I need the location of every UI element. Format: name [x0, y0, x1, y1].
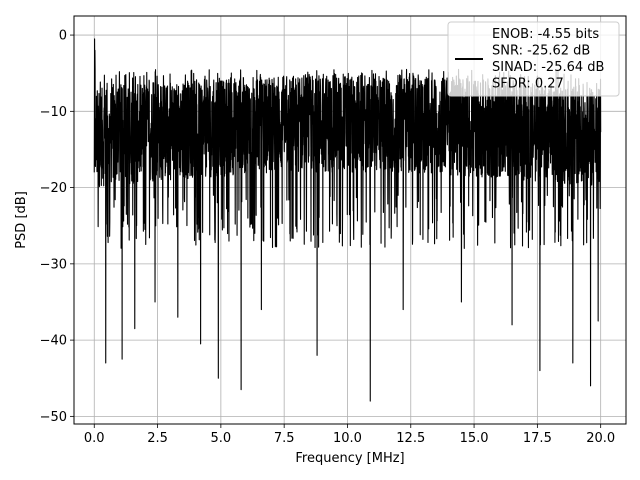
y-tick-label: −10	[40, 105, 67, 120]
y-tick-label: −50	[40, 410, 67, 425]
legend-enob: ENOB: -4.55 bits	[492, 27, 599, 42]
legend: ENOB: -4.55 bits SNR: -25.62 dB SINAD: -…	[447, 21, 620, 97]
x-tick-label: 17.5	[523, 431, 552, 446]
x-axis: 0.0 2.5 5.0 7.5 10.0 12.5 15.0 17.5 20.0	[84, 424, 615, 446]
legend-snr: SNR: -25.62 dB	[492, 44, 590, 59]
x-tick-label: 5.0	[211, 431, 232, 446]
legend-sinad: SINAD: -25.64 dB	[492, 60, 604, 75]
y-axis: 0 −10 −20 −30 −40 −50	[40, 29, 74, 425]
x-axis-label: Frequency [MHz]	[295, 451, 404, 466]
x-tick-label: 10.0	[333, 431, 362, 446]
y-tick-label: 0	[59, 29, 67, 44]
x-tick-label: 0.0	[84, 431, 105, 446]
y-tick-label: −30	[40, 257, 67, 272]
y-tick-label: −40	[40, 334, 67, 349]
x-tick-label: 2.5	[147, 431, 168, 446]
x-tick-label: 7.5	[274, 431, 295, 446]
x-tick-label: 12.5	[396, 431, 425, 446]
x-tick-label: 20.0	[586, 431, 615, 446]
y-axis-label: PSD [dB]	[14, 191, 29, 249]
x-tick-label: 15.0	[460, 431, 489, 446]
y-tick-label: −20	[40, 181, 67, 196]
legend-sfdr: SFDR: 0.27	[492, 77, 564, 92]
legend-box	[447, 21, 620, 97]
plot-frame	[73, 15, 627, 425]
